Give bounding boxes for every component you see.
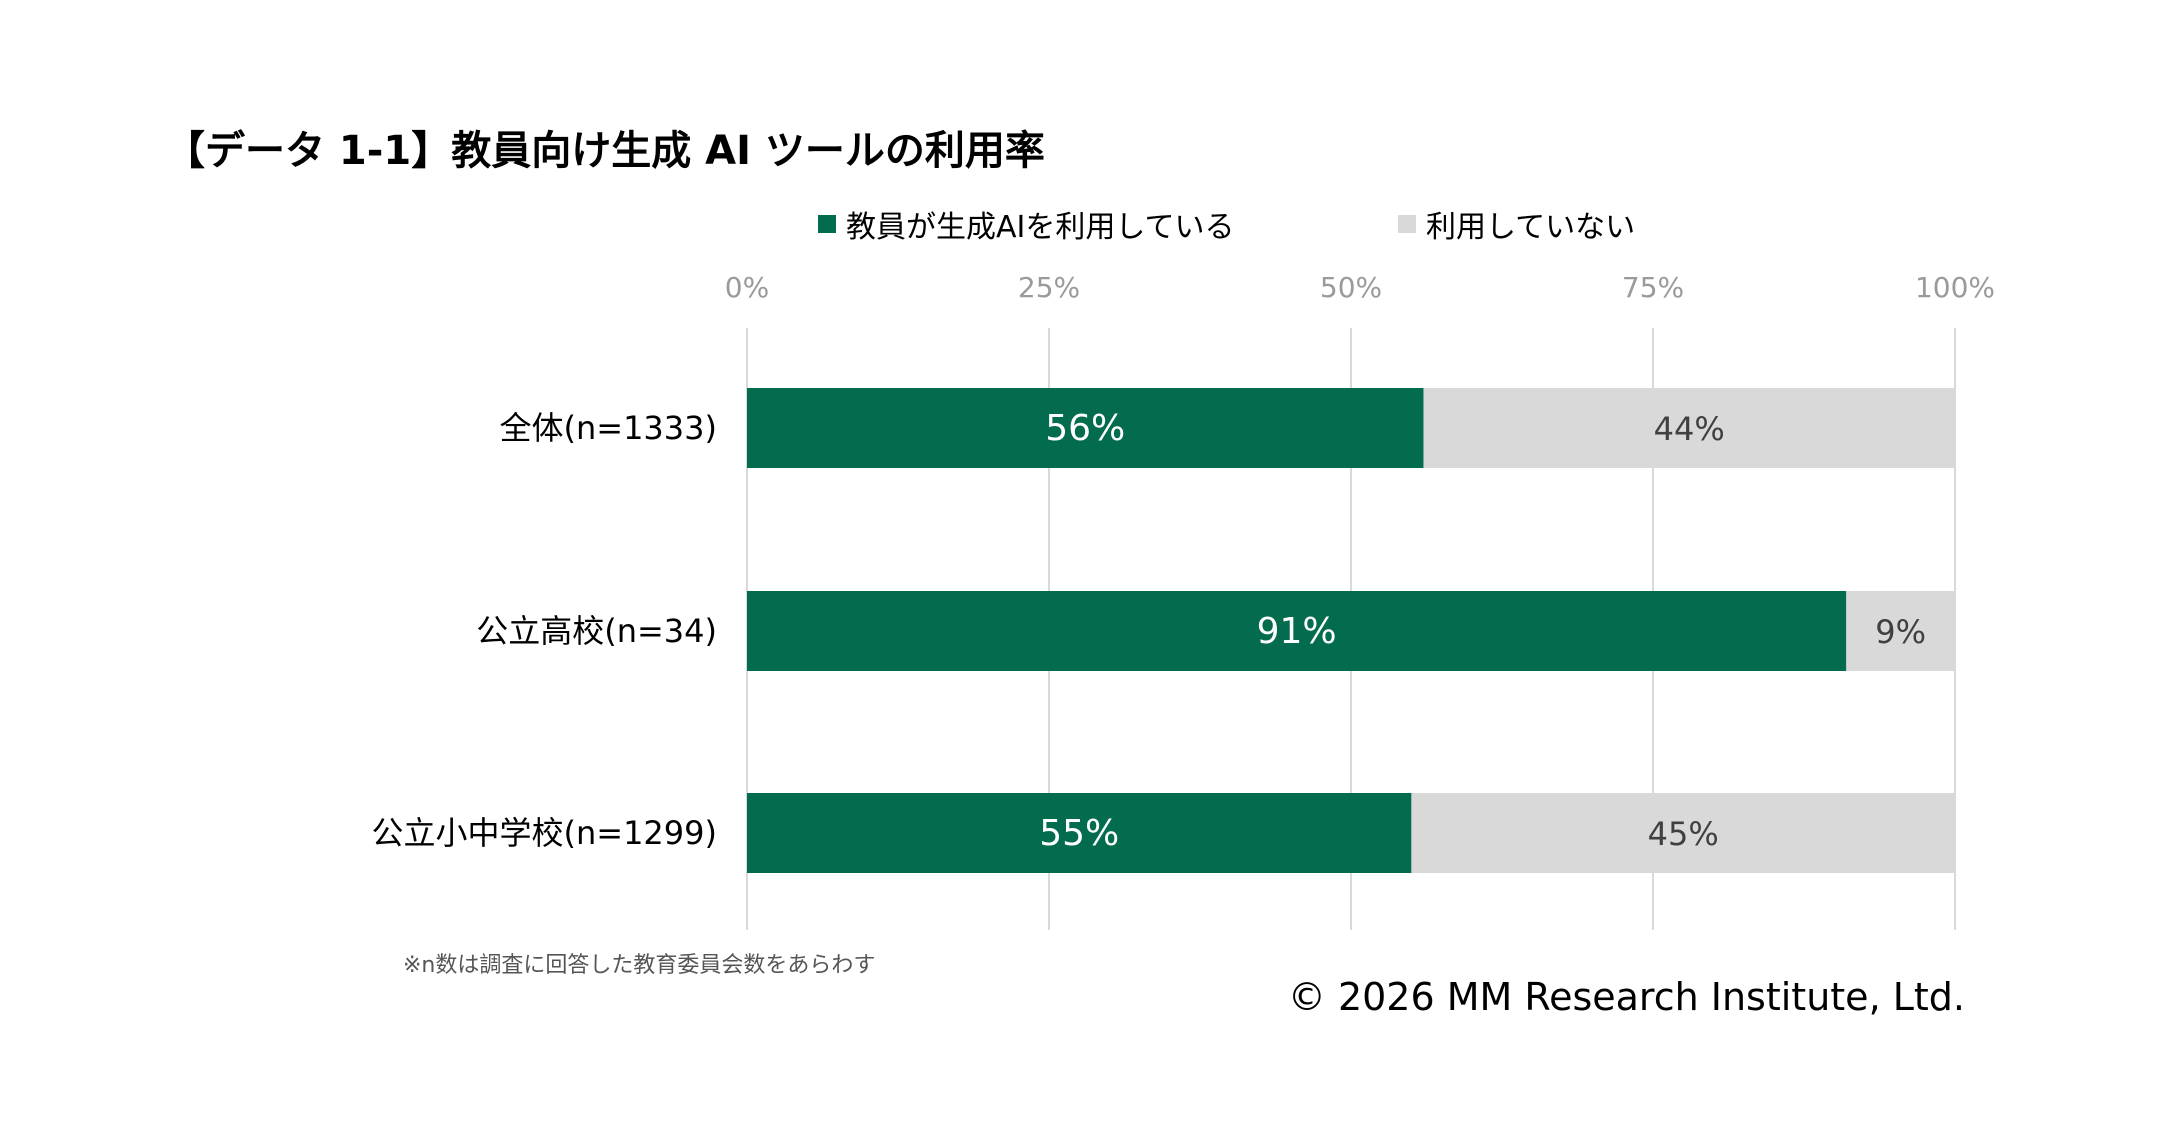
bar-not-used xyxy=(1423,388,1955,468)
legend-swatch-not-used xyxy=(1398,215,1416,233)
data-label: 55% xyxy=(1039,813,1119,854)
x-tick-label: 25% xyxy=(1018,271,1080,304)
x-tick-label: 75% xyxy=(1622,271,1684,304)
bar-used xyxy=(747,388,1424,468)
data-label: 56% xyxy=(1045,408,1125,449)
bar-not-used xyxy=(1846,591,1955,671)
legend-label-not-used: 利用していない xyxy=(1426,210,1636,245)
data-label: 91% xyxy=(1257,611,1337,652)
category-label: 全体(n=1333) xyxy=(499,409,717,447)
bar-used xyxy=(747,793,1412,873)
data-label: 45% xyxy=(1648,815,1719,853)
data-label: 44% xyxy=(1654,410,1725,448)
footnote: ※n数は調査に回答した教育委員会数をあらわす xyxy=(403,953,876,978)
legend-item-not-used: 利用していない xyxy=(1398,202,1635,246)
category-label: 公立小中学校(n=1299) xyxy=(371,814,717,852)
chart-title: 【データ 1-1】教員向け生成 AI ツールの利用率 xyxy=(165,128,1045,174)
data-label: 9% xyxy=(1875,613,1926,651)
legend-label-used: 教員が生成AIを利用している xyxy=(846,210,1235,245)
x-tick-label: 50% xyxy=(1320,271,1382,304)
bar-used xyxy=(747,591,1847,671)
copyright: © 2026 MM Research Institute, Ltd. xyxy=(1287,975,1965,1019)
x-tick-label: 0% xyxy=(725,271,769,304)
category-label: 公立高校(n=34) xyxy=(476,612,717,650)
legend-swatch-used xyxy=(818,215,836,233)
legend-item-used: 教員が生成AIを利用している xyxy=(818,202,1234,246)
bar-not-used xyxy=(1411,793,1955,873)
x-tick-label: 100% xyxy=(1915,271,1995,304)
